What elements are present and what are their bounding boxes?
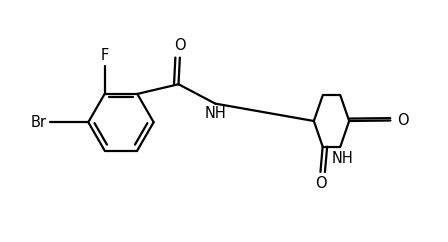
Text: NH: NH xyxy=(332,151,353,166)
Text: O: O xyxy=(314,176,326,191)
Text: Br: Br xyxy=(30,115,47,130)
Text: NH: NH xyxy=(204,106,226,121)
Text: O: O xyxy=(397,113,409,128)
Text: O: O xyxy=(174,38,185,53)
Text: F: F xyxy=(100,48,109,63)
